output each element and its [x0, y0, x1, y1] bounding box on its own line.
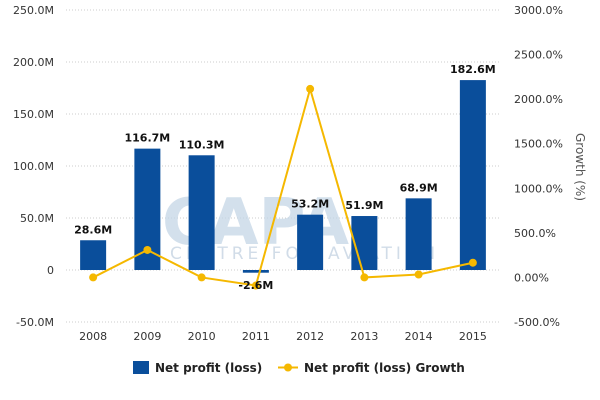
- legend: Net profit (loss) Net profit (loss) Grow…: [133, 361, 465, 375]
- growth-point-2012: [306, 84, 315, 93]
- data-label-2008: 28.6M: [74, 223, 112, 236]
- x-axis-ticks: 2008 2009 2010 2011 2012 2013 2014 2015: [79, 330, 487, 343]
- bar-series: [80, 80, 486, 273]
- data-label-2010: 110.3M: [179, 138, 225, 151]
- x-tick-label-6: 2014: [405, 330, 433, 343]
- line-series: [89, 84, 477, 290]
- right-tick-label-2: 500.0%: [514, 227, 556, 240]
- growth-point-2014: [414, 270, 423, 279]
- growth-point-2009: [143, 245, 152, 254]
- right-tick-label-6: 2500.0%: [514, 49, 563, 62]
- growth-line: [92, 85, 474, 287]
- x-tick-label-5: 2013: [350, 330, 378, 343]
- data-label-2011: -2.6M: [238, 279, 273, 292]
- bar-2012: [297, 214, 324, 270]
- x-tick-label-0: 2008: [79, 330, 107, 343]
- data-label-2013: 51.9M: [345, 199, 383, 212]
- bar-2011: [242, 270, 269, 273]
- right-tick-label-1: 0.00%: [514, 271, 549, 284]
- bar-2015: [459, 80, 486, 270]
- left-tick-label-1: 0: [47, 264, 54, 277]
- right-axis-title: Growth (%): [573, 133, 587, 201]
- bar-2014: [405, 198, 432, 270]
- legend-label-net-profit: Net profit (loss): [155, 361, 262, 375]
- bar-2013: [351, 216, 378, 270]
- x-tick-label-2: 2010: [188, 330, 216, 343]
- data-label-2009: 116.7M: [125, 132, 171, 145]
- bar-2010: [188, 155, 215, 270]
- right-tick-label-3: 1000.0%: [514, 182, 563, 195]
- data-label-2014: 68.9M: [400, 181, 438, 194]
- legend-swatch-growth-marker: [284, 363, 292, 372]
- growth-point-2015: [468, 258, 477, 267]
- bar-2008: [80, 240, 107, 270]
- left-tick-label-5: 200.0M: [13, 56, 54, 69]
- legend-label-growth: Net profit (loss) Growth: [304, 361, 465, 375]
- growth-point-2011: [251, 281, 260, 290]
- data-label-2012: 53.2M: [291, 198, 329, 211]
- left-tick-label-4: 150.0M: [13, 108, 54, 121]
- right-tick-label-4: 1500.0%: [514, 138, 563, 151]
- right-tick-label-5: 2000.0%: [514, 93, 563, 106]
- growth-point-2010: [197, 273, 206, 282]
- x-tick-label-7: 2015: [459, 330, 487, 343]
- left-axis-ticks: -50.0M 0 50.0M 100.0M 150.0M 200.0M 250.0M: [13, 4, 54, 329]
- data-labels: 28.6M 116.7M 110.3M -2.6M 53.2M 51.9M 68.9M 182…: [74, 63, 496, 292]
- right-axis-ticks: -500.0% 0.00% 500.0% 1000.0% 1500.0% 2000.0% 2…: [514, 4, 563, 329]
- right-tick-label-0: -500.0%: [514, 316, 560, 329]
- growth-point-2008: [89, 273, 98, 282]
- x-tick-label-4: 2012: [296, 330, 324, 343]
- right-tick-label-7: 3000.0%: [514, 4, 563, 17]
- left-tick-label-0: -50.0M: [16, 316, 54, 329]
- legend-swatch-net-profit: [133, 361, 149, 374]
- left-tick-label-2: 50.0M: [20, 212, 54, 225]
- growth-point-2013: [360, 273, 369, 282]
- data-label-2015: 182.6M: [450, 63, 496, 76]
- left-tick-label-6: 250.0M: [13, 4, 54, 17]
- x-tick-label-3: 2011: [242, 330, 270, 343]
- left-tick-label-3: 100.0M: [13, 160, 54, 173]
- x-tick-label-1: 2009: [133, 330, 161, 343]
- grid-lines: [66, 9, 500, 323]
